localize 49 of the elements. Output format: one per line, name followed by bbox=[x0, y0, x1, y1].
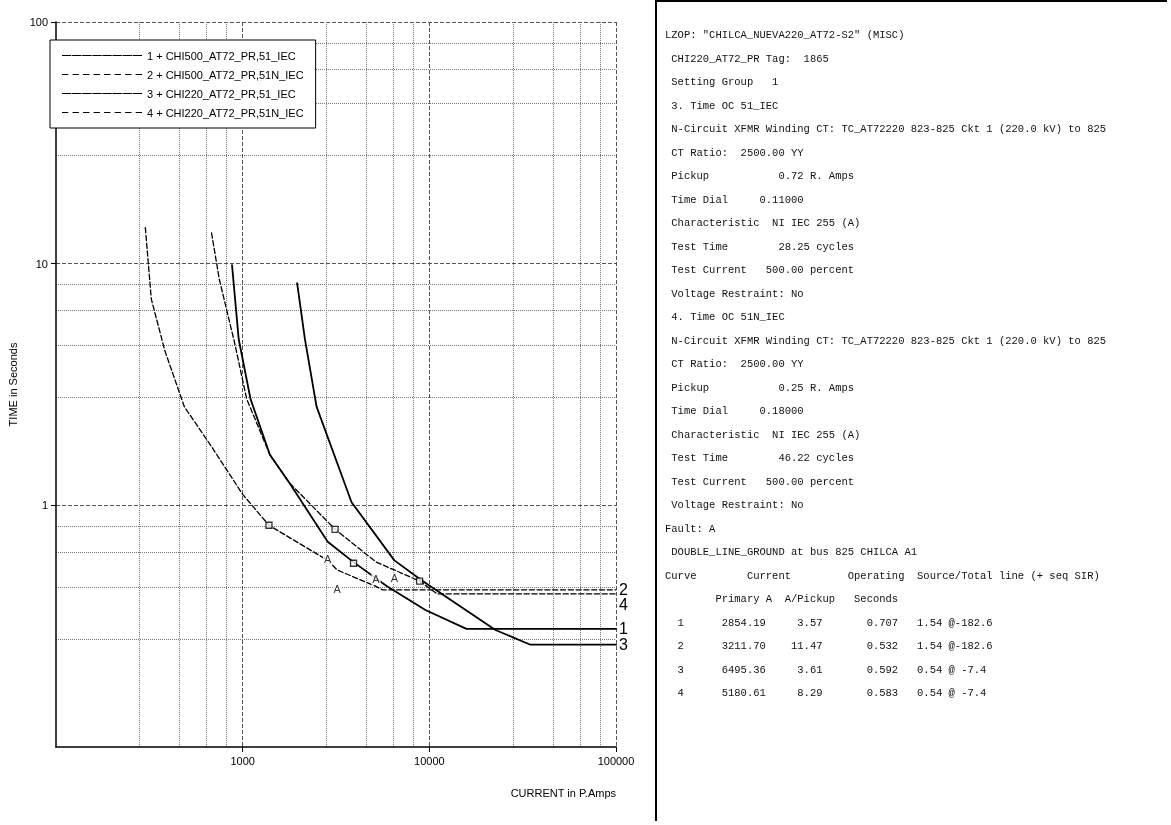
x-tick-label: 10000 bbox=[414, 754, 445, 767]
text: Time Dial 0.18000 bbox=[670, 404, 805, 419]
annotation: 1 bbox=[619, 620, 628, 638]
annotation: 3 bbox=[619, 636, 628, 654]
text: Setting Group 1 bbox=[670, 75, 780, 90]
annotation: A bbox=[372, 573, 381, 586]
text: 3. Time OC 51_IEC bbox=[670, 98, 780, 114]
text: Test Current 500.00 percent bbox=[670, 263, 856, 278]
x-tick-label: 100000 bbox=[597, 754, 635, 767]
text: Curve Current Operating Source/Total line (+ seq SIR) bbox=[665, 568, 1101, 584]
y-axis-title: TIME in Seconds bbox=[7, 342, 20, 427]
text: Pickup 0.72 R. Amps bbox=[670, 169, 856, 184]
x-axis-title: CURRENT in P.Amps bbox=[510, 786, 617, 799]
text: Voltage Restraint: No bbox=[670, 498, 805, 513]
text: N-Circuit XFMR Winding CT: TC_AT72220 823-825 Ckt 1 (220.0 kV) to 825 bbox=[670, 122, 1108, 137]
text: Time Dial 0.11000 bbox=[670, 192, 805, 208]
text: 3 6495.36 3.61 0.592 0.54 @ -7.4 bbox=[676, 662, 988, 678]
text: CT Ratio: 2500.00 YY bbox=[670, 357, 805, 372]
annotation: A bbox=[333, 583, 342, 596]
text: 4. Time OC 51N_IEC bbox=[670, 310, 786, 325]
text: Characteristic NI IEC 255 (A) bbox=[670, 427, 862, 443]
legend-label: 1 + CHI500_AT72_PR,51_IEC bbox=[147, 49, 296, 62]
x-tick-label: 1000 bbox=[230, 754, 255, 767]
legend-label: 3 + CHI220_AT72_PR,51_IEC bbox=[147, 87, 296, 100]
text: Voltage Restraint: No bbox=[670, 286, 805, 302]
text: CT Ratio: 2500.00 YY bbox=[670, 145, 805, 161]
text: Test Time 28.25 cycles bbox=[670, 239, 856, 255]
text: Characteristic NI IEC 255 (A) bbox=[670, 216, 862, 231]
y-tick-label: 100 bbox=[29, 16, 48, 28]
annotation: 2 bbox=[619, 581, 628, 599]
legend-label: 4 + CHI220_AT72_PR,51N_IEC bbox=[147, 106, 304, 119]
text: 2 3211.70 11.47 0.532 1.54 @-182.6 bbox=[676, 639, 994, 654]
text: Primary A A/Pickup Seconds bbox=[714, 592, 900, 607]
annotation: 4 bbox=[619, 596, 628, 614]
annotation: A bbox=[324, 553, 333, 566]
y-tick-label: 1 bbox=[41, 499, 48, 512]
text: Test Current 500.00 percent bbox=[670, 474, 856, 490]
text: Fault: A bbox=[665, 521, 717, 537]
text: 1 2854.19 3.57 0.707 1.54 @-182.6 bbox=[676, 615, 994, 631]
text: N-Circuit XFMR Winding CT: TC_AT72220 823-825 Ckt 1 (220.0 kV) to 825 bbox=[670, 333, 1108, 349]
text: Pickup 0.25 R. Amps bbox=[670, 380, 856, 396]
text: DOUBLE_LINE_GROUND at bus 825 CHILCA A1 bbox=[670, 545, 919, 560]
text: CHI220_AT72_PR Tag: 1865 bbox=[670, 51, 830, 67]
text: Test Time 46.22 cycles bbox=[670, 451, 856, 466]
text: 4 5180.61 8.29 0.583 0.54 @ -7.4 bbox=[676, 686, 988, 701]
annotation: A bbox=[390, 571, 399, 584]
y-tick-label: 10 bbox=[35, 257, 48, 270]
legend-label: 2 + CHI500_AT72_PR,51N_IEC bbox=[147, 68, 304, 81]
text: LZOP: "CHILCA_NUEVA220_AT72-S2" (MISC) bbox=[665, 28, 906, 43]
